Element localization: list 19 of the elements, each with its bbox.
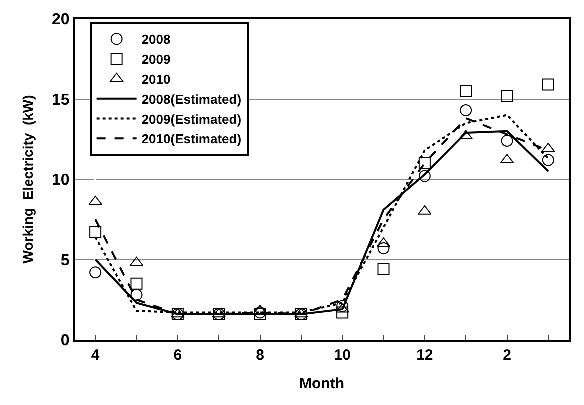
- y-axis-title: Working Electricity (kW): [20, 95, 36, 264]
- x-tick-label: 10: [334, 347, 351, 364]
- y-tick-label: 15: [52, 92, 70, 109]
- legend-label: 2010: [142, 72, 171, 88]
- x-axis-title: Month: [300, 376, 344, 392]
- y-tick-label: 0: [60, 332, 70, 350]
- legend-label: 2010(Estimated): [142, 132, 242, 147]
- legend-label: 2008: [142, 32, 171, 48]
- y-tick-label: 5: [60, 252, 70, 270]
- x-tick-label: 6: [174, 347, 182, 364]
- y-tick-label: 10: [52, 172, 70, 190]
- x-tick-label: 2: [503, 347, 512, 364]
- x-tick-label: 8: [256, 347, 264, 364]
- x-tick-label: 12: [416, 347, 434, 364]
- legend-label: 2008(Estimated): [142, 92, 242, 107]
- y-tick-label: 20: [52, 12, 70, 29]
- x-tick-label: 4: [91, 347, 100, 364]
- legend-label: 2009(Estimated): [142, 112, 242, 127]
- legend-label: 2009: [142, 52, 171, 68]
